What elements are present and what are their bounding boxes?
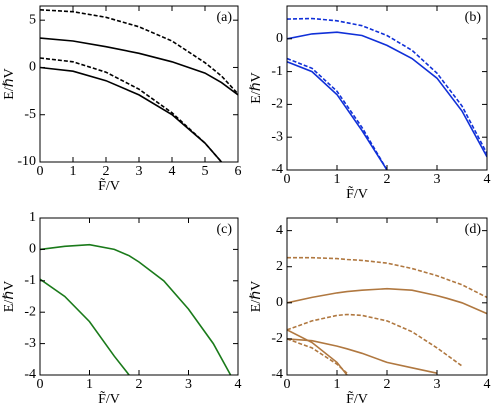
x-tick-label: 4 (484, 377, 491, 392)
x-tick-label: 0 (37, 164, 44, 179)
plot-frame (39, 217, 239, 376)
y-tick-label: -10 (17, 154, 36, 169)
y-tick-label: 1 (29, 210, 36, 225)
curve (287, 256, 487, 299)
y-tick-label: -3 (271, 129, 283, 144)
x-tick-label: 6 (235, 164, 242, 179)
x-tick-label: 4 (235, 377, 242, 392)
x-tick-label: 1 (86, 377, 93, 392)
y-tick-label: -2 (24, 304, 36, 319)
x-axis-label: F̃/V (98, 177, 120, 194)
plot-frame (286, 5, 488, 171)
curve (287, 338, 348, 374)
curve (40, 243, 232, 375)
curve (287, 338, 438, 374)
y-tick-label: -5 (24, 107, 36, 122)
curve (287, 313, 463, 367)
y-tick-label: -4 (271, 367, 283, 382)
curve (287, 329, 348, 375)
curve (40, 278, 130, 375)
y-tick-label: -4 (24, 367, 36, 382)
curve (287, 31, 487, 158)
x-tick-label: 4 (169, 164, 176, 179)
y-tick-label: -3 (24, 336, 36, 351)
x-tick-label: 2 (384, 172, 391, 187)
panel-label: (b) (465, 10, 482, 25)
y-tick-label: -4 (271, 162, 283, 177)
curve (287, 57, 388, 170)
x-tick-label: 3 (434, 377, 441, 392)
x-tick-label: 1 (70, 164, 77, 179)
curve (40, 66, 223, 162)
curve (287, 287, 487, 315)
panel-label: (a) (216, 10, 232, 25)
panel-label: (d) (465, 222, 482, 237)
y-tick-label: 2 (276, 259, 283, 274)
x-tick-label: 5 (202, 164, 209, 179)
x-tick-label: 1 (334, 377, 341, 392)
y-tick-label: 4 (276, 223, 283, 238)
x-tick-label: 4 (484, 172, 491, 187)
y-axis-label: E/ℏV (249, 72, 264, 103)
x-axis-label: F̃/V (346, 390, 368, 407)
y-tick-label: -2 (271, 331, 283, 346)
y-tick-label: -1 (24, 273, 36, 288)
y-tick-label: 0 (276, 295, 283, 310)
y-axis-label: E/ℏV (2, 281, 17, 312)
x-tick-label: 0 (37, 377, 44, 392)
y-tick-label: -1 (271, 64, 283, 79)
y-axis-label: E/ℏV (249, 281, 264, 312)
y-tick-label: -2 (271, 97, 283, 112)
x-tick-label: 1 (334, 172, 341, 187)
x-tick-label: 2 (136, 377, 143, 392)
x-tick-label: 2 (384, 377, 391, 392)
x-tick-label: 3 (136, 164, 143, 179)
x-tick-label: 3 (434, 172, 441, 187)
x-axis-label: F̃/V (346, 185, 368, 202)
x-tick-label: 0 (284, 377, 291, 392)
x-tick-label: 2 (103, 164, 110, 179)
x-axis-label: F̃/V (98, 390, 120, 407)
y-tick-label: 5 (29, 12, 36, 27)
curve (40, 37, 238, 96)
y-tick-label: 0 (276, 31, 283, 46)
x-tick-label: 0 (284, 172, 291, 187)
curve (287, 61, 388, 170)
y-tick-label: 0 (29, 242, 36, 257)
x-tick-label: 3 (185, 377, 192, 392)
curve (40, 9, 238, 95)
y-axis-label: E/ℏV (2, 68, 17, 99)
curve (287, 17, 487, 154)
plot-frame (39, 5, 239, 163)
y-tick-label: 0 (29, 60, 36, 75)
curve (40, 57, 223, 162)
panel-label: (c) (216, 222, 232, 237)
